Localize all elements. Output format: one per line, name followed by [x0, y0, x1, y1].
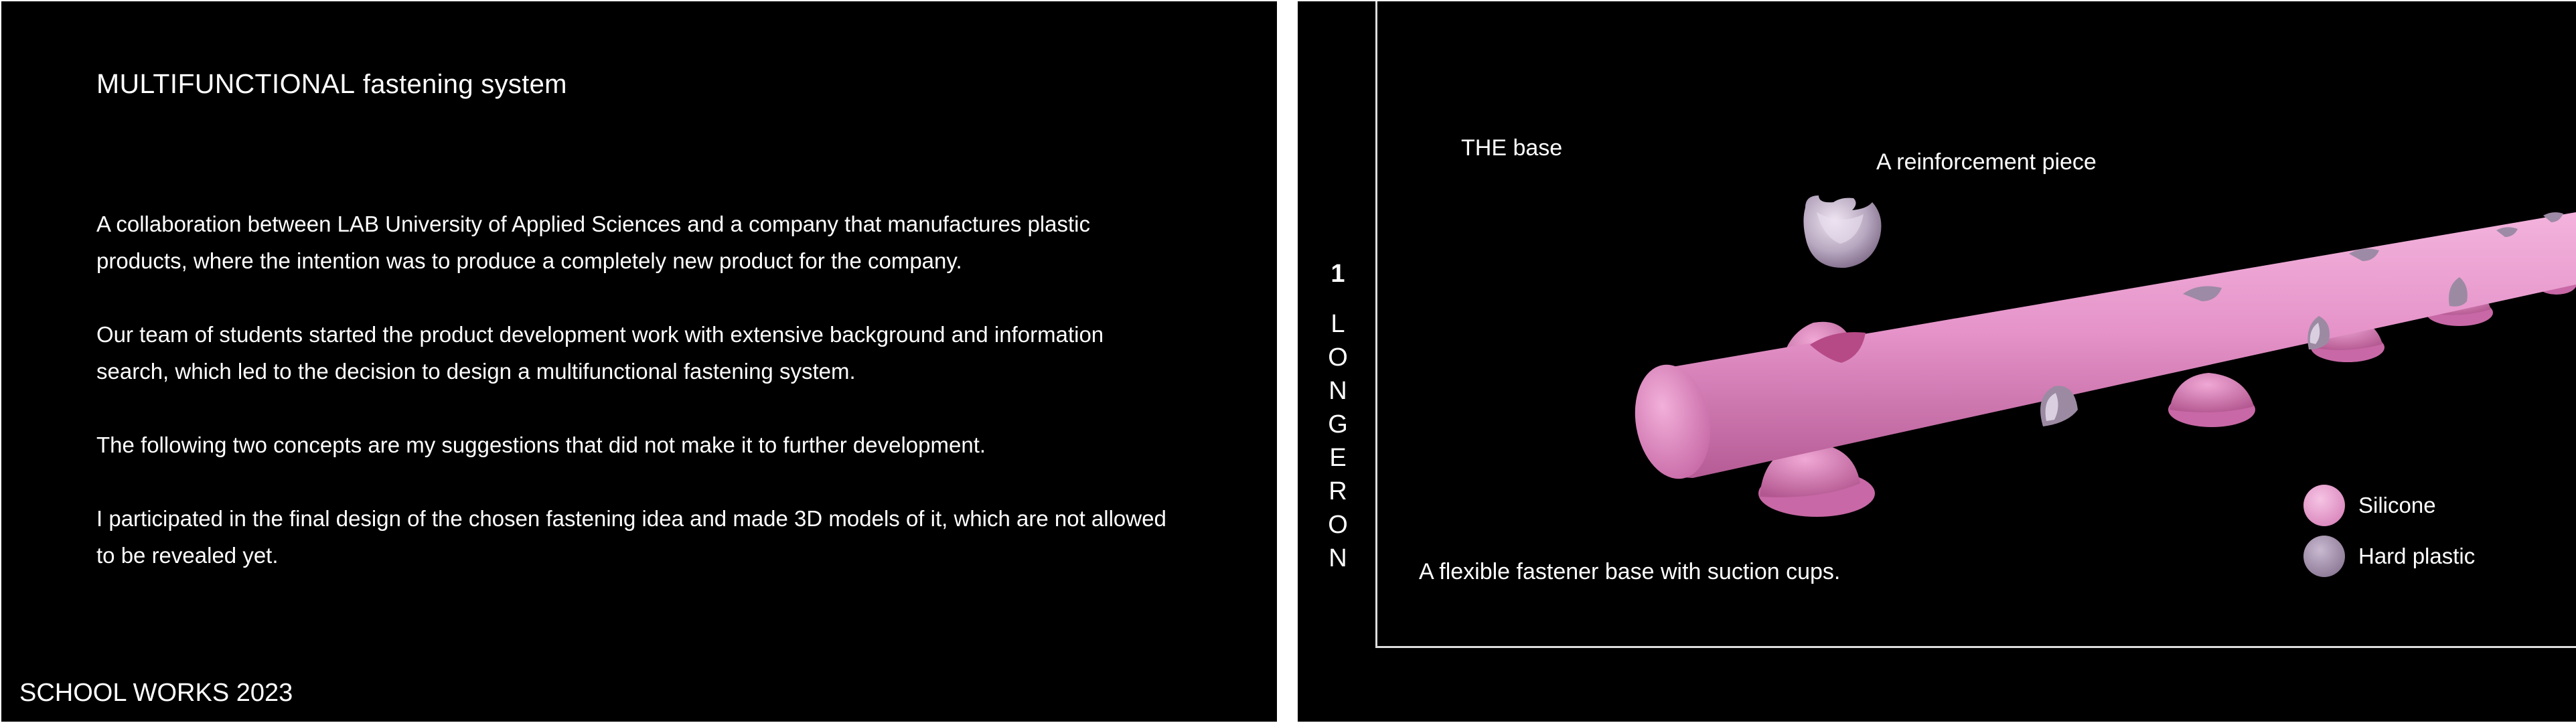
- concept-panel: 1 L O N G E R O N: [1298, 1, 2576, 722]
- paragraph-1: A collaboration between LAB University o…: [96, 206, 1168, 279]
- product-render: [1298, 1, 2576, 722]
- hard-plastic-swatch-icon: [2303, 536, 2345, 577]
- page-title: MULTIFUNCTIONAL fastening system: [96, 68, 567, 100]
- tube-body: [1626, 212, 2576, 485]
- paragraph-4: I participated in the final design of th…: [96, 500, 1168, 574]
- flexible-base-label: A flexible fastener base with suction cu…: [1419, 559, 1840, 585]
- paragraph-3: The following two concepts are my sugges…: [96, 426, 1168, 463]
- legend-silicone: Silicone: [2303, 485, 2436, 526]
- reinforcement-label: A reinforcement piece: [1876, 149, 2097, 175]
- title-caps: MULTIFUNCTIONAL: [96, 68, 355, 99]
- intro-text: A collaboration between LAB University o…: [96, 206, 1168, 611]
- paragraph-2: Our team of students started the product…: [96, 316, 1168, 390]
- intro-panel: MULTIFUNCTIONAL fastening system A colla…: [1, 1, 1277, 722]
- reinforcement-piece: [1803, 195, 1881, 268]
- base-label: THE base: [1461, 135, 1562, 161]
- silicone-swatch-icon: [2303, 485, 2345, 526]
- footer-label: SCHOOL WORKS 2023: [19, 679, 293, 708]
- legend-label: Hard plastic: [2358, 544, 2475, 569]
- title-rest: fastening system: [363, 70, 567, 99]
- legend-label: Silicone: [2358, 493, 2436, 518]
- legend-hard-plastic: Hard plastic: [2303, 536, 2475, 577]
